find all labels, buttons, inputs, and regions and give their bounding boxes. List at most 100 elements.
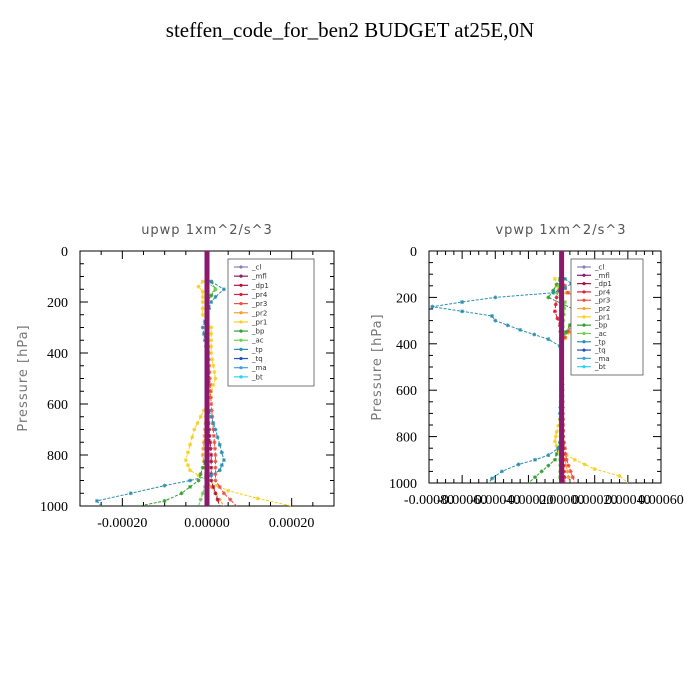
data-point xyxy=(209,338,214,343)
data-point xyxy=(211,433,216,438)
legend-marker xyxy=(239,347,243,351)
data-point xyxy=(185,450,190,455)
data-point xyxy=(460,300,465,305)
legend-label: _bp xyxy=(251,328,265,336)
data-point xyxy=(566,290,571,295)
legend-label: _ma xyxy=(251,364,267,372)
series-line-tp xyxy=(95,281,225,507)
legend-label: _pr1 xyxy=(251,318,267,326)
data-point xyxy=(562,276,567,281)
data-point xyxy=(209,484,214,489)
y-tick-label: 200 xyxy=(396,291,417,306)
data-point xyxy=(208,440,213,445)
data-point xyxy=(213,491,218,496)
data-point xyxy=(211,421,216,426)
data-point xyxy=(190,435,195,440)
legend-label: _pr1 xyxy=(594,313,610,321)
data-point xyxy=(212,370,217,375)
legend-label: _bt xyxy=(251,373,263,381)
data-point xyxy=(200,453,205,457)
data-point xyxy=(226,488,231,493)
legend-marker xyxy=(239,292,243,297)
data-point xyxy=(209,344,214,349)
data-point xyxy=(553,434,558,439)
legend-marker xyxy=(582,331,586,336)
legend-marker xyxy=(239,274,243,278)
page-title: steffen_code_for_ben2 BUDGET at25E,0N xyxy=(165,18,535,42)
data-point xyxy=(213,478,218,483)
x-tick-label: -0.00020 xyxy=(503,493,553,508)
legend-label: _pr2 xyxy=(594,305,610,313)
data-point xyxy=(554,282,559,287)
data-point xyxy=(209,414,214,419)
data-point xyxy=(209,459,214,464)
data-point xyxy=(516,462,521,467)
legend-label: _mfl xyxy=(251,273,267,281)
data-point xyxy=(552,276,557,281)
data-point xyxy=(196,284,201,289)
data-point xyxy=(211,484,216,489)
data-point xyxy=(211,382,216,387)
legend-label: _bt xyxy=(594,363,606,371)
legend-marker xyxy=(582,340,586,344)
data-point xyxy=(208,446,213,451)
data-point xyxy=(556,446,561,451)
data-point xyxy=(209,453,214,457)
data-point xyxy=(217,442,222,447)
data-point xyxy=(209,325,214,330)
data-point xyxy=(162,483,167,488)
data-point xyxy=(564,463,569,468)
data-point xyxy=(179,491,184,496)
data-point xyxy=(563,330,568,335)
data-point xyxy=(212,440,217,445)
data-point xyxy=(201,446,206,451)
data-point xyxy=(208,395,213,400)
legend-marker xyxy=(582,298,586,302)
data-point xyxy=(198,497,203,502)
legend-marker xyxy=(582,323,586,327)
data-point xyxy=(209,331,214,336)
data-point xyxy=(213,294,218,299)
data-point xyxy=(570,475,575,480)
data-point xyxy=(209,408,214,413)
data-point xyxy=(617,474,622,479)
data-point xyxy=(556,448,561,453)
data-point xyxy=(211,427,216,432)
legend-marker xyxy=(239,311,243,315)
data-point xyxy=(568,469,573,474)
data-point xyxy=(546,463,551,468)
data-point xyxy=(202,433,207,438)
legend-marker xyxy=(239,366,243,370)
data-point xyxy=(554,429,559,434)
x-tick-label: 0.00000 xyxy=(539,493,585,508)
data-point xyxy=(217,468,222,473)
data-point xyxy=(562,475,567,480)
legend-marker xyxy=(239,302,243,306)
data-point xyxy=(200,312,205,317)
data-point xyxy=(554,290,559,295)
data-point xyxy=(209,402,214,406)
legend-marker xyxy=(582,356,586,360)
data-point xyxy=(162,498,167,503)
x-tick-label: -0.00080 xyxy=(404,493,454,508)
chart-upwp: upwp 1xm^2/s^3 Pressure [hPa] 0 200 400 600… xyxy=(16,223,335,531)
data-point xyxy=(200,465,205,470)
y-tick-label: 0 xyxy=(410,245,417,260)
data-point xyxy=(215,497,220,502)
data-point xyxy=(533,457,538,462)
data-point xyxy=(200,306,205,311)
data-point xyxy=(188,468,193,473)
y-tick-label: 1000 xyxy=(40,500,68,515)
data-point xyxy=(200,289,205,294)
data-point xyxy=(499,469,504,474)
legend-label: _pr4 xyxy=(594,288,611,296)
data-point xyxy=(518,327,523,332)
data-point xyxy=(554,452,559,456)
legend-marker xyxy=(582,265,586,269)
data-point xyxy=(196,473,201,478)
data-point xyxy=(505,323,510,328)
x-tick-label: 0.00040 xyxy=(605,493,651,508)
y-tick-label: 600 xyxy=(396,384,417,399)
legend: _cl_mfl_dp1_pr4_pr3_pr2_pr1_bp_ac_tp_tq_… xyxy=(227,258,315,387)
